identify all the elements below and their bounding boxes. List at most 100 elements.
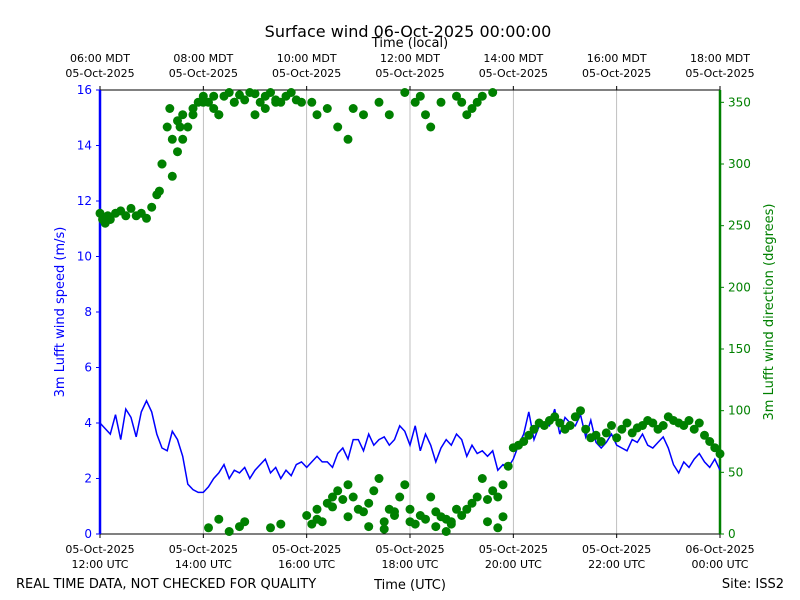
wind-direction-point (648, 418, 658, 428)
wind-direction-point (175, 122, 185, 132)
wind-direction-point (452, 91, 461, 101)
x-tick-time: 22:00 UTC (588, 558, 645, 571)
x-tick-time: 14:00 UTC (175, 558, 232, 571)
left-tick-label: 12 (77, 194, 92, 208)
wind-direction-point (147, 202, 157, 212)
wind-direction-point (374, 97, 384, 107)
plot-area: 05-Oct-2025 12:00 UTC 05-Oct-2025 14:00 UTC… (65, 52, 754, 571)
right-tick-label: 300 (728, 157, 751, 171)
top-tick-date: 05-Oct-2025 (479, 67, 548, 80)
wind-direction-point (529, 424, 539, 434)
wind-direction-point (333, 486, 343, 496)
wind-direction-point (483, 495, 492, 504)
wind-direction-point (338, 495, 348, 504)
wind-direction-point (328, 492, 337, 502)
wind-direction-point (705, 437, 715, 446)
wind-direction-point (405, 517, 415, 527)
wind-direction-point (410, 97, 420, 107)
wind-direction-point (286, 88, 296, 97)
wind-direction-point (240, 95, 250, 105)
left-tick-label: 10 (77, 250, 92, 264)
wind-direction-point (369, 486, 379, 496)
wind-direction-point (477, 91, 487, 101)
wind-direction-point (105, 215, 115, 224)
wind-direction-point (581, 424, 591, 434)
x-tick-date: 05-Oct-2025 (479, 543, 548, 556)
x-tick-date: 06-Oct-2025 (685, 543, 754, 556)
wind-direction-point (224, 88, 234, 97)
wind-direction-point (436, 97, 446, 107)
wind-direction-point (224, 527, 234, 536)
wind-direction-point (178, 134, 188, 144)
wind-direction-point (312, 110, 322, 120)
wind-direction-point (188, 104, 198, 113)
wind-direction-point (229, 97, 239, 107)
wind-direction-point (374, 474, 384, 483)
wind-direction-point (395, 492, 405, 502)
quality-note: REAL TIME DATA, NOT CHECKED FOR QUALITY (16, 577, 316, 592)
top-tick-date: 05-Oct-2025 (685, 67, 754, 80)
wind-direction-point (431, 522, 441, 532)
wind-direction-point (384, 110, 394, 120)
wind-direction-point (328, 502, 337, 512)
wind-direction-point (462, 110, 472, 120)
top-tick-time: 06:00 MDT (70, 52, 130, 65)
wind-direction-point (715, 449, 725, 459)
wind-direction-point (183, 122, 193, 132)
top-tick-date: 05-Oct-2025 (582, 67, 651, 80)
wind-direction-point (472, 492, 482, 502)
wind-direction-point (519, 437, 529, 446)
wind-direction-point (612, 433, 622, 443)
wind-direction-point (689, 424, 699, 434)
right-tick-label: 0 (728, 527, 736, 541)
wind-direction-point (462, 504, 472, 514)
wind-direction-point (405, 504, 415, 514)
wind-direction-point (297, 97, 306, 107)
top-tick-date: 05-Oct-2025 (65, 67, 134, 80)
wind-direction-point (570, 412, 580, 422)
wind-direction-point (446, 519, 456, 529)
wind-direction-point (477, 474, 487, 483)
wind-direction-point (601, 428, 611, 438)
left-tick-label: 16 (77, 83, 92, 97)
wind-direction-point (333, 122, 343, 132)
top-tick-date: 05-Oct-2025 (375, 67, 444, 80)
wind-direction-point (312, 514, 322, 524)
wind-direction-point (379, 517, 389, 527)
wind-direction-point (503, 461, 513, 471)
wind-direction-point (426, 492, 436, 502)
wind-direction-point (684, 416, 694, 425)
top-tick-time: 16:00 MDT (587, 52, 647, 65)
top-tick-date: 05-Oct-2025 (169, 67, 238, 80)
left-tick-label: 8 (84, 305, 92, 319)
wind-direction-point (415, 91, 425, 101)
left-tick-label: 14 (77, 139, 92, 153)
wind-direction-point (322, 104, 332, 113)
wind-direction-point (467, 104, 477, 113)
top-axis-label: Time (local) (371, 36, 448, 51)
wind-direction-point (452, 504, 461, 514)
wind-direction-point (240, 517, 250, 527)
wind-direction-point (214, 514, 224, 524)
wind-direction-point (617, 424, 627, 434)
wind-direction-point (250, 89, 260, 99)
chart-title: Surface wind 06-Oct-2025 00:00:00 (265, 22, 552, 41)
site-label: Site: ISS2 (722, 577, 784, 592)
wind-direction-point (457, 511, 467, 520)
wind-direction-point (498, 512, 508, 522)
wind-direction-point (276, 519, 286, 529)
left-tick-label: 6 (84, 361, 92, 375)
wind-direction-point (550, 412, 560, 422)
x-tick-time: 16:00 UTC (278, 558, 335, 571)
wind-direction-point (379, 524, 389, 534)
wind-direction-point (700, 430, 709, 440)
x-tick-date: 05-Oct-2025 (375, 543, 444, 556)
x-tick-date: 05-Oct-2025 (582, 543, 651, 556)
wind-direction-point (307, 97, 317, 107)
right-tick-label: 50 (728, 465, 743, 479)
wind-direction-point (178, 110, 188, 120)
left-tick-label: 2 (84, 472, 92, 486)
wind-direction-point (165, 104, 175, 113)
wind-direction-point (607, 421, 616, 430)
wind-direction-point (421, 110, 430, 120)
